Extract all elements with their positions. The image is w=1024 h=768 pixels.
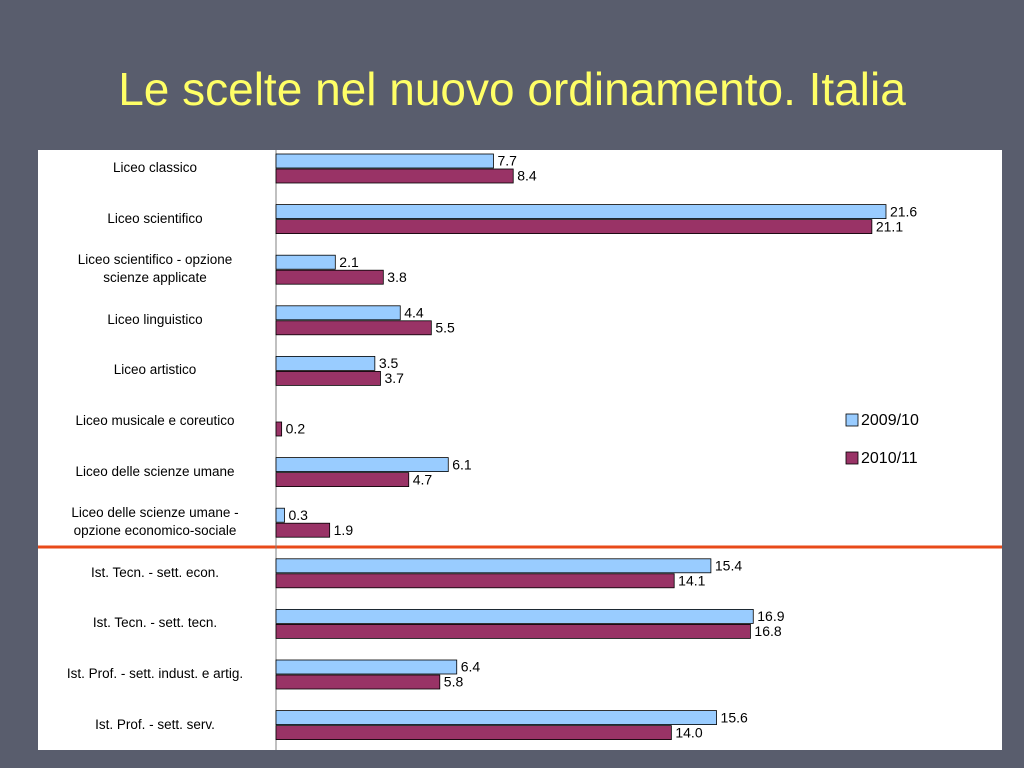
value-label: 5.8 (444, 674, 464, 690)
category-label: Liceo classico (112, 160, 198, 175)
value-label: 0.3 (288, 507, 308, 523)
bar (275, 320, 432, 336)
value-label: 0.2 (286, 421, 306, 437)
category-label: Liceo scientifico - opzione scienze appl… (77, 252, 233, 286)
legend-swatch (845, 451, 859, 465)
category-label: Liceo scientifico (107, 210, 203, 226)
legend-swatch (845, 413, 859, 427)
value-label: 8.4 (517, 168, 537, 184)
category-label: Liceo artistico (113, 362, 197, 378)
value-label: 3.7 (384, 370, 404, 386)
legend-label: 2010/11 (861, 450, 918, 467)
bar (275, 507, 285, 523)
bar (275, 573, 675, 589)
category-label: Ist. Tecn. - sett. tecn. (92, 615, 218, 631)
bar (275, 457, 449, 473)
category-label: Liceo musicale e coreutico (75, 413, 235, 428)
value-label: 7.7 (497, 153, 517, 169)
chart-panel: 7.7 8.4 21.6 21.1 2.1 3.8 4.4 5.5 3.5 3.7 0.2 6.1 4.… (35, 150, 1002, 750)
bar (275, 305, 401, 321)
category-label: Ist. Prof. - sett. serv. (95, 716, 215, 732)
bar (275, 623, 751, 639)
value-label: 21.6 (890, 203, 917, 219)
value-label: 15.4 (715, 558, 742, 574)
bar (275, 370, 381, 386)
bar (275, 254, 336, 270)
value-label: 5.5 (435, 320, 455, 336)
value-label: 4.7 (413, 471, 433, 487)
bar (275, 710, 717, 725)
value-label: 3.8 (387, 269, 407, 285)
value-label: 21.1 (876, 218, 903, 234)
category-label: Ist. Tecn. - sett. econ. (90, 564, 220, 580)
value-label: 1.9 (334, 522, 354, 538)
value-label: 6.4 (461, 659, 481, 675)
value-label: 16.8 (754, 623, 781, 639)
chart: 7.78.4 21.621.1 2.1 3.8 4.4 5.5 3.53.7 0.2 6.1 4.… (35, 150, 1002, 750)
value-label: 2.1 (339, 254, 359, 270)
value-label: 6.1 (452, 456, 472, 472)
bar (275, 355, 376, 371)
bar (275, 674, 441, 690)
value-label: 14.1 (678, 573, 705, 589)
bar (275, 725, 672, 740)
bar (275, 659, 458, 675)
value-label: 3.5 (379, 355, 399, 371)
value-label: 14.0 (675, 724, 702, 740)
bar (275, 558, 712, 574)
bar (275, 472, 410, 488)
bar (275, 219, 873, 234)
bar (275, 421, 283, 437)
bar (275, 608, 754, 624)
bar (275, 168, 514, 184)
category-label: Liceo delle scienze umane (75, 463, 235, 479)
legend-label: 2009/10 (861, 412, 919, 429)
bar (275, 153, 494, 169)
value-label: 4.4 (404, 305, 424, 321)
value-label: 16.9 (757, 608, 784, 624)
slide-title: Le scelte nel nuovo ordinamento. Italia (118, 63, 906, 115)
category-label: Liceo linguistico (107, 311, 203, 327)
bar (275, 269, 384, 285)
bar (275, 204, 887, 219)
bar (275, 522, 331, 538)
category-label: Liceo delle scienze umane - opzione econ… (71, 505, 239, 539)
category-label: Ist. Prof. - sett. indust. e artig. (66, 666, 244, 681)
value-label: 15.6 (721, 709, 748, 725)
